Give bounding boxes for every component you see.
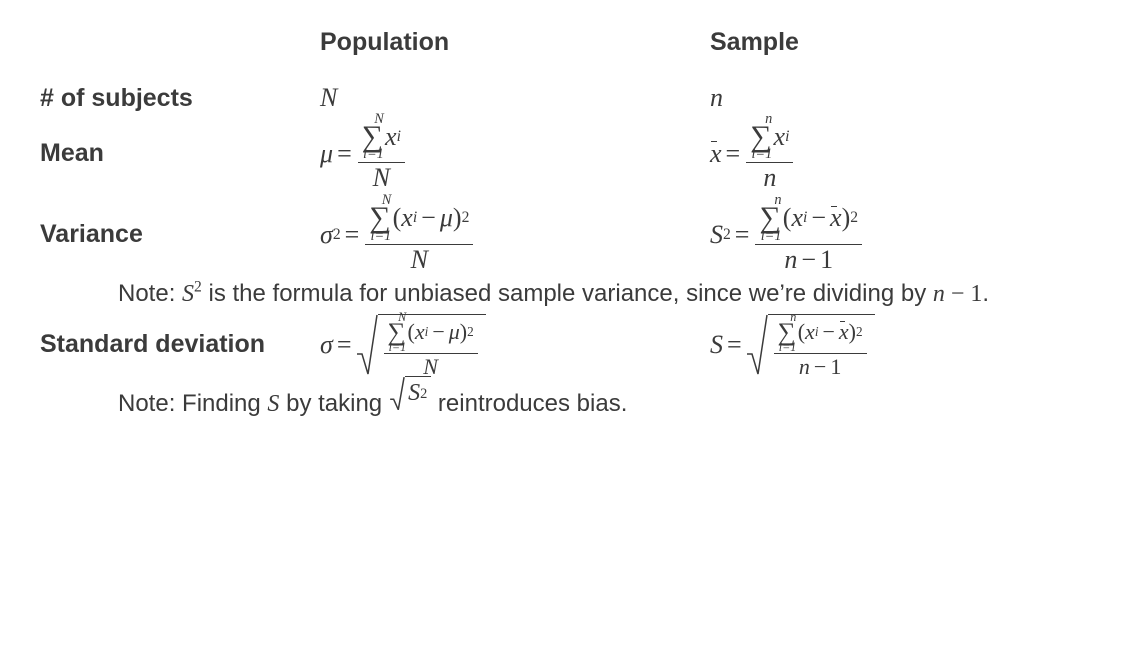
n: n [784,245,797,275]
variance-population-formula: σ2 = N ∑ i=1 (xi − [320,194,710,275]
population-N: N [320,83,337,113]
sd-note: Note: Finding S by taking S2 rein [40,376,1084,423]
xi-sub: i [785,128,789,146]
S: S [182,281,194,307]
xi-base: x [385,122,397,152]
note-suffix: reintroduces bias. [431,389,627,416]
xi-base: x [774,122,786,152]
note-prefix: Note: [118,280,182,307]
minus: − [945,281,971,307]
header-population: Population [320,24,710,83]
subjects-population: N [320,83,710,113]
sample-n: n [710,83,723,113]
note-mid: is the formula for unbiased sample varia… [202,280,933,307]
one: 1 [830,354,841,379]
sd-population-formula: σ = [320,314,710,376]
note-mid: by taking [279,389,388,416]
sum-lower: i=1 [751,148,772,161]
sqrt: N ∑ i=1 (xi − μ)2 N [356,314,486,376]
sum-lower: i=1 [363,148,384,161]
label-subjects: # of subjects [40,83,320,113]
xi: x [415,319,425,344]
variance-note: Note: S2 is the formula for unbiased sam… [40,275,1084,313]
mean-sample-formula: x = n ∑ i=1 xi [710,113,1084,194]
label-mean: Mean [40,113,320,194]
mu: μ [449,319,460,344]
var-denom-N: N [411,245,428,275]
label-variance: Variance [40,194,320,275]
sigma: σ [320,330,333,360]
mu: μ [320,139,333,169]
radical-icon [356,314,378,376]
note-suffix: . [982,280,989,307]
sigma-base: σ [320,220,333,250]
row-variance: Variance σ2 = N ∑ i=1 [40,194,1084,275]
sum-lower: i=1 [389,342,407,353]
row-mean: Mean μ = N ∑ i=1 xi [40,113,1084,194]
sigma-pow: 2 [333,226,341,244]
mu: μ [440,203,453,233]
xi: x [805,319,815,344]
minus: − [810,354,830,379]
xbar: x [830,203,842,233]
subjects-sample: n [710,83,1084,113]
row-sd-note: Note: Finding S by taking S2 rein [40,376,1084,423]
radical-icon [746,314,768,376]
mean-denom-N: N [373,163,390,193]
one: 1 [820,245,833,275]
sum-lower: i=1 [779,342,797,353]
xbar: x [839,319,849,344]
table-header-row: Population Sample [40,24,1084,83]
radical-icon [389,376,405,411]
row-standard-deviation: Standard deviation σ = [40,314,1084,376]
minus: − [797,245,820,275]
n: n [799,354,810,379]
formula-reference-page: Population Sample # of subjects N n Mean… [0,0,1124,662]
xbar: x [710,139,722,169]
xi: x [791,203,803,233]
n: n [933,281,945,307]
S-pow: 2 [723,226,731,244]
xi: x [401,203,413,233]
header-blank [40,24,320,83]
row-variance-note: Note: S2 is the formula for unbiased sam… [40,275,1084,313]
S-base: S [710,220,723,250]
S: S [408,375,420,412]
mean-population-formula: μ = N ∑ i=1 xi [320,113,710,194]
one: 1 [970,281,982,307]
sum-lower: i=1 [761,230,782,243]
sd-sample-formula: S = [710,314,1084,376]
formula-table: Population Sample # of subjects N n Mean… [40,24,1084,423]
sqrt-inline: S2 [389,376,431,411]
S-pow: 2 [194,279,202,296]
sum-lower: i=1 [371,230,392,243]
mean-denom-n: n [763,163,776,193]
S: S [710,330,723,360]
header-sample: Sample [710,24,1084,83]
S-pow: 2 [420,383,427,405]
note-prefix: Note: Finding [118,389,267,416]
xi-sub: i [397,128,401,146]
label-sd: Standard deviation [40,314,320,376]
sqrt: n ∑ i=1 (xi − x)2 [746,314,875,376]
S: S [267,390,279,416]
row-subjects: # of subjects N n [40,83,1084,113]
variance-sample-formula: S2 = n ∑ i=1 (xi − [710,194,1084,275]
